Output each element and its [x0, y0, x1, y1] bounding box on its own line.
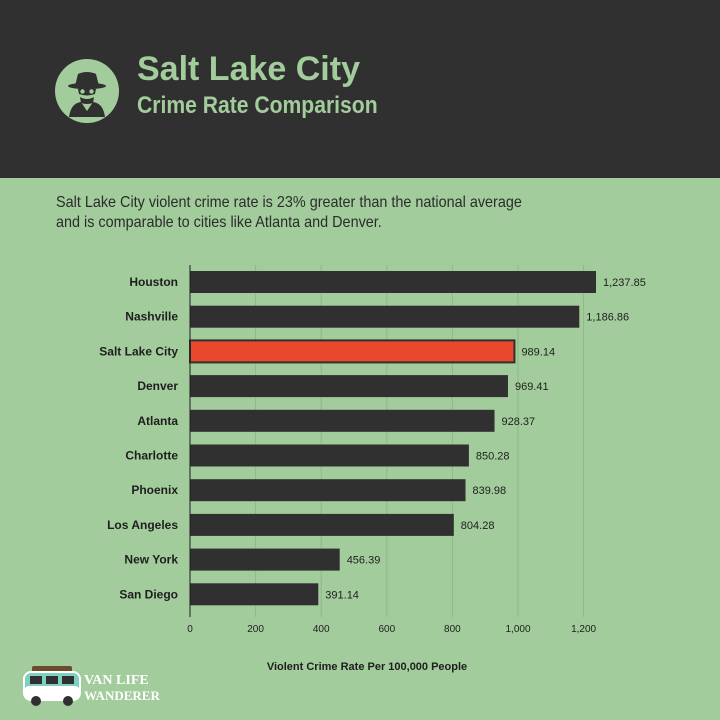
x-tick-label: 400	[313, 624, 330, 635]
value-label: 839.98	[473, 485, 507, 497]
value-labels: 1,237.85 1,186.86 989.14 969.41 928.37 850.28…	[325, 277, 646, 601]
page-subtitle: Crime Rate Comparison	[137, 92, 378, 119]
brand-line1: VAN LIFE	[84, 673, 149, 688]
category-label: Charlotte	[125, 449, 178, 463]
x-axis: 0 200 400 600 800 1,000 1,200	[187, 265, 597, 635]
bar	[189, 339, 516, 364]
value-label: 456.39	[347, 555, 381, 567]
category-labels: Houston Nashville Salt Lake City Denver Atla…	[99, 275, 178, 601]
bar-chart: Houston Nashville Salt Lake City Denver Atla…	[99, 265, 646, 673]
category-label: San Diego	[119, 587, 178, 601]
brand-line2: WANDERER	[84, 688, 160, 703]
bar	[190, 305, 580, 328]
value-label: 1,186.86	[586, 312, 629, 324]
detective-icon	[55, 59, 119, 123]
bar	[190, 548, 340, 571]
x-tick-label: 600	[378, 624, 395, 635]
bar	[190, 375, 508, 398]
value-label: 391.14	[325, 589, 359, 601]
category-label: Denver	[137, 379, 178, 393]
value-label: 969.41	[515, 381, 549, 393]
category-label: Salt Lake City	[99, 344, 178, 358]
x-axis-label: Violent Crime Rate Per 100,000 People	[267, 661, 467, 673]
bar	[190, 479, 466, 502]
category-label: Houston	[129, 275, 178, 289]
bar	[190, 409, 495, 432]
category-label: Phoenix	[131, 483, 178, 497]
category-label: Atlanta	[137, 414, 178, 428]
chart-description: Salt Lake City violent crime rate is 23%…	[56, 194, 522, 231]
x-tick-label: 0	[187, 624, 193, 635]
x-tick-label: 200	[247, 624, 264, 635]
x-tick-label: 800	[444, 624, 461, 635]
page-title: Salt Lake City	[137, 50, 360, 88]
value-label: 804.28	[461, 520, 495, 532]
value-label: 1,237.85	[603, 277, 646, 289]
bar	[190, 444, 469, 467]
camper-van-icon	[23, 666, 81, 706]
category-label: Nashville	[125, 310, 178, 324]
x-tick-label: 1,000	[505, 624, 530, 635]
bar	[190, 583, 319, 606]
x-tick-label: 1,200	[571, 624, 596, 635]
bar	[190, 271, 597, 293]
value-label: 850.28	[476, 451, 510, 463]
category-label: Los Angeles	[107, 518, 178, 532]
header-band: Salt Lake City Crime Rate Comparison	[0, 0, 720, 178]
category-label: New York	[124, 553, 178, 567]
value-label: 989.14	[521, 346, 555, 358]
value-label: 928.37	[502, 416, 536, 428]
bars	[189, 271, 597, 606]
van-life-logo: VAN LIFE WANDERER	[23, 666, 160, 706]
bar	[190, 513, 454, 536]
